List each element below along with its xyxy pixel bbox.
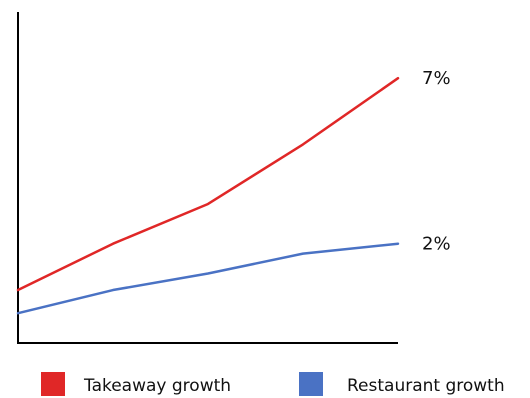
legend-label-takeaway-growth: Takeaway growth bbox=[83, 376, 231, 396]
end-label-restaurant-growth: 2% bbox=[422, 234, 451, 255]
legend: Takeaway growth Restaurant growth bbox=[41, 372, 505, 396]
axes bbox=[17, 12, 398, 344]
legend-swatch-takeaway-growth bbox=[41, 372, 65, 396]
series-group: 7% 2% bbox=[16, 68, 451, 315]
series-line-takeaway-growth bbox=[16, 76, 400, 292]
legend-label-restaurant-growth: Restaurant growth bbox=[347, 376, 505, 396]
legend-swatch-restaurant-growth bbox=[299, 372, 323, 396]
end-label-takeaway-growth: 7% bbox=[422, 68, 451, 89]
series-line-restaurant-growth bbox=[16, 242, 400, 315]
